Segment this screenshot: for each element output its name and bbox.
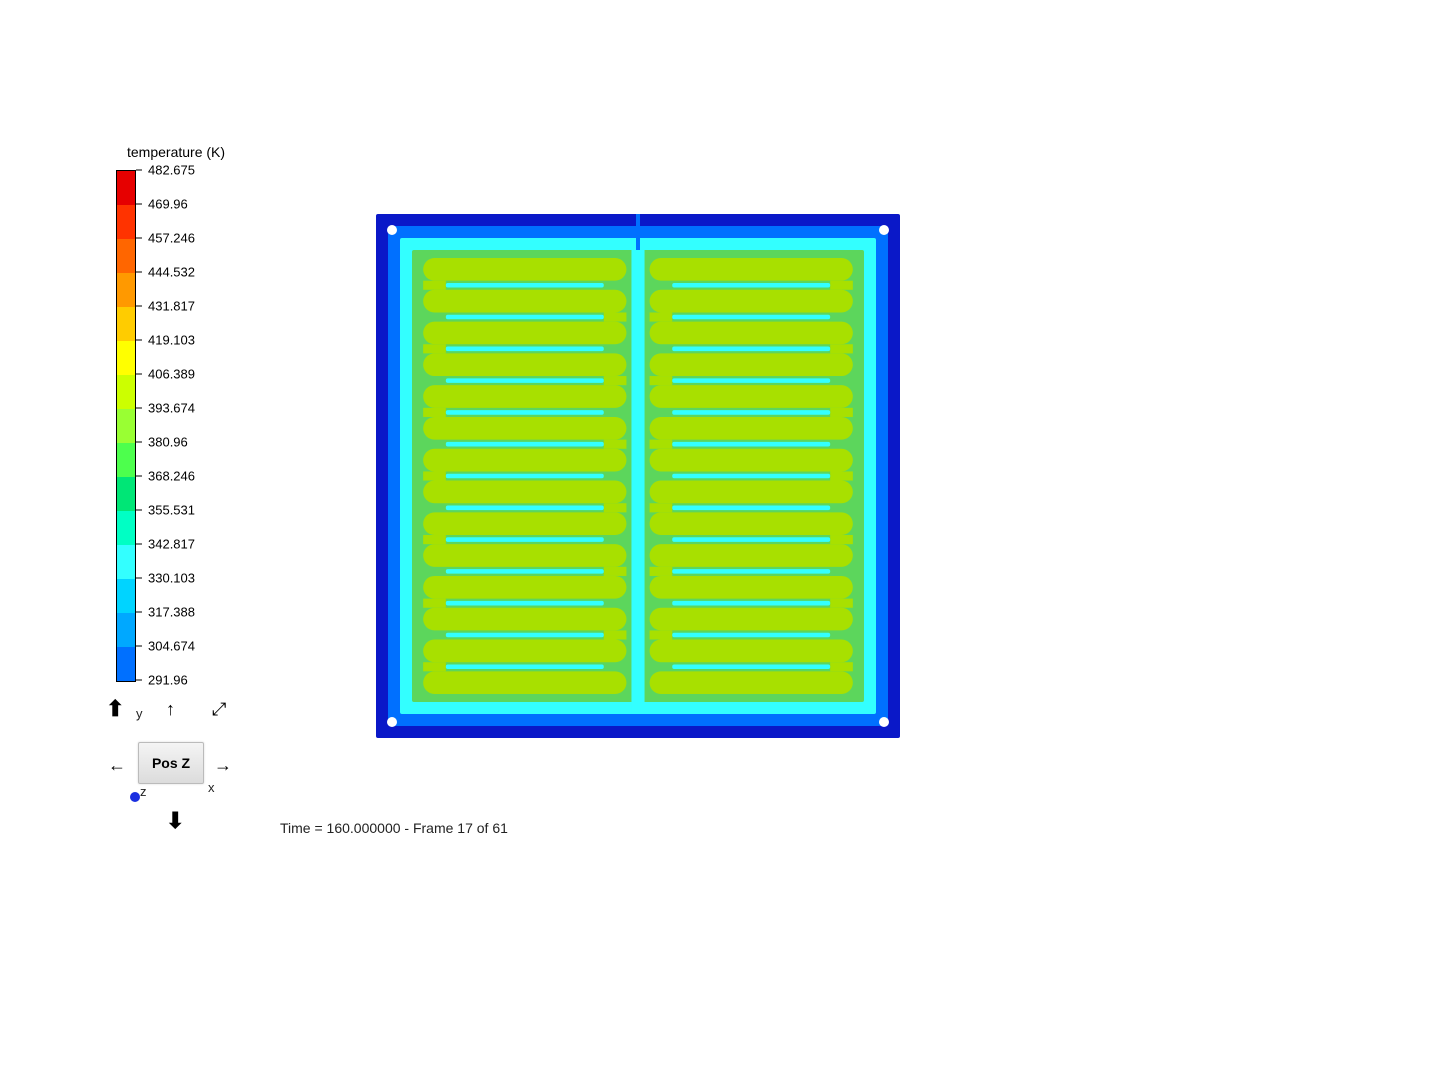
legend-title: temperature (K) (127, 144, 225, 160)
legend-tick: 355.531 (136, 503, 195, 518)
legend-tick: 317.388 (136, 605, 195, 620)
tick-mark-icon (136, 306, 142, 307)
axis-y-label: y (136, 706, 143, 721)
tick-mark-icon (136, 544, 142, 545)
axis-z-label: z (140, 784, 147, 799)
tick-mark-icon (136, 510, 142, 511)
legend-segment (117, 205, 135, 239)
legend-tick: 444.532 (136, 265, 195, 280)
legend-bar (116, 170, 136, 682)
legend-tick-label: 342.817 (148, 537, 195, 552)
legend-segment (117, 443, 135, 477)
legend-tick-label: 355.531 (148, 503, 195, 518)
legend-segment (117, 273, 135, 307)
legend-tick-label: 482.675 (148, 163, 195, 178)
temperature-heatmap[interactable] (376, 214, 900, 738)
legend-segment (117, 375, 135, 409)
legend-tick-label: 469.96 (148, 197, 188, 212)
color-legend: 482.675469.96457.246444.532431.817419.10… (116, 170, 136, 682)
legend-tick: 368.246 (136, 469, 195, 484)
legend-tick: 380.96 (136, 435, 188, 450)
legend-tick-label: 291.96 (148, 673, 188, 688)
orientation-widget[interactable]: ⬆ ↑ ⤢ y ← Pos Z → x z ⬇ (108, 700, 248, 840)
tick-mark-icon (136, 476, 142, 477)
tick-mark-icon (136, 680, 142, 681)
legend-segment (117, 171, 135, 205)
mount-hole-tl (387, 225, 397, 235)
heatmap-svg (376, 214, 900, 738)
tick-mark-icon (136, 374, 142, 375)
tick-mark-icon (136, 578, 142, 579)
legend-tick: 342.817 (136, 537, 195, 552)
tick-mark-icon (136, 170, 142, 171)
rotate-diag-icon[interactable]: ⤢ (212, 700, 226, 718)
legend-segment (117, 613, 135, 647)
legend-tick-label: 419.103 (148, 333, 195, 348)
legend-segment (117, 545, 135, 579)
legend-tick: 304.674 (136, 639, 195, 654)
legend-segment (117, 477, 135, 511)
legend-tick: 291.96 (136, 673, 188, 688)
axis-x-label: x (208, 780, 215, 795)
legend-tick-label: 304.674 (148, 639, 195, 654)
tick-mark-icon (136, 646, 142, 647)
tick-mark-icon (136, 612, 142, 613)
tick-mark-icon (136, 238, 142, 239)
arrow-up-icon[interactable]: ↑ (166, 700, 175, 718)
legend-segment (117, 409, 135, 443)
legend-segment (117, 341, 135, 375)
legend-segment (117, 511, 135, 545)
tick-mark-icon (136, 272, 142, 273)
legend-tick: 469.96 (136, 197, 188, 212)
legend-tick-label: 393.674 (148, 401, 195, 416)
legend-tick-label: 457.246 (148, 231, 195, 246)
legend-tick: 406.389 (136, 367, 195, 382)
legend-segment (117, 579, 135, 613)
mount-hole-bl (387, 717, 397, 727)
legend-tick-label: 330.103 (148, 571, 195, 586)
legend-segment (117, 307, 135, 341)
legend-tick: 419.103 (136, 333, 195, 348)
orientation-cube[interactable]: Pos Z (138, 742, 204, 784)
legend-segment (117, 239, 135, 273)
tick-mark-icon (136, 340, 142, 341)
legend-tick-label: 317.388 (148, 605, 195, 620)
legend-tick-label: 368.246 (148, 469, 195, 484)
mount-hole-tr (879, 225, 889, 235)
arrow-left-icon[interactable]: ← (108, 756, 126, 774)
arrow-right-icon[interactable]: → (214, 756, 232, 774)
legend-tick-label: 406.389 (148, 367, 195, 382)
legend-tick-label: 380.96 (148, 435, 188, 450)
legend-tick: 457.246 (136, 231, 195, 246)
tick-mark-icon (136, 204, 142, 205)
tick-mark-icon (136, 442, 142, 443)
legend-tick-label: 444.532 (148, 265, 195, 280)
legend-segment (117, 647, 135, 681)
legend-tick: 431.817 (136, 299, 195, 314)
rotate-home-icon[interactable]: ⬆ (106, 698, 124, 720)
tick-mark-icon (136, 408, 142, 409)
frame-status-text: Time = 160.000000 - Frame 17 of 61 (280, 820, 508, 836)
legend-tick: 482.675 (136, 163, 195, 178)
legend-tick: 330.103 (136, 571, 195, 586)
legend-tick-label: 431.817 (148, 299, 195, 314)
axis-origin-dot (130, 792, 140, 802)
orientation-face-label: Pos Z (152, 755, 190, 771)
arrow-down-icon[interactable]: ⬇ (166, 810, 184, 832)
legend-tick: 393.674 (136, 401, 195, 416)
mount-hole-br (879, 717, 889, 727)
